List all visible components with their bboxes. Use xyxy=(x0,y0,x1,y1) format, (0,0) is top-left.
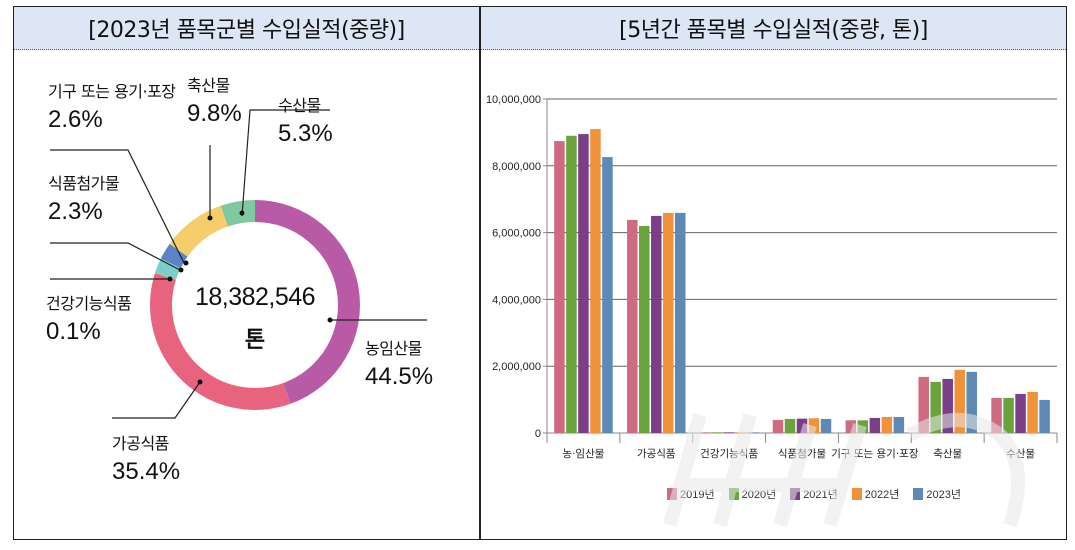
bar xyxy=(699,432,711,433)
bar xyxy=(747,432,759,433)
bar xyxy=(566,135,577,433)
svg-text:건강기능식품: 건강기능식품 xyxy=(700,448,758,460)
bar xyxy=(808,418,820,433)
bar xyxy=(627,219,638,433)
legend-swatch xyxy=(851,488,862,500)
bar xyxy=(1027,391,1038,433)
bar xyxy=(845,420,857,433)
bar xyxy=(893,416,905,433)
bar xyxy=(954,369,965,433)
bar xyxy=(820,418,832,433)
label-additives: 식품첨가물 2.3% xyxy=(48,174,120,225)
bar-chart: 0 2,000,000 4,000,000 6,000,000 8,000,000 10,… xyxy=(486,94,1058,460)
donut-chart xyxy=(50,109,427,419)
figure-frame xyxy=(13,6,1067,540)
bar xyxy=(881,416,893,433)
bar xyxy=(590,129,601,433)
legend-label: 2019년 xyxy=(680,489,715,501)
label-livestock: 축산물 9.8% xyxy=(187,76,242,127)
legend-item: 2019년 xyxy=(667,486,715,502)
bar xyxy=(1039,399,1050,433)
svg-text:기구 또는 용기·포장: 기구 또는 용기·포장 xyxy=(831,448,919,460)
donut-slice xyxy=(220,200,255,227)
bar xyxy=(918,376,929,433)
right-panel-title: [5년간 품목별 수입실적(중량, 톤)] xyxy=(481,7,1066,50)
bar xyxy=(675,212,686,433)
svg-text:2,000,000: 2,000,000 xyxy=(492,361,541,373)
bar xyxy=(735,432,747,433)
bar xyxy=(796,418,808,433)
legend-item: 2022년 xyxy=(851,486,900,502)
left-panel-title: [2023년 품목군별 수입실적(중량)] xyxy=(14,7,479,50)
panel-divider xyxy=(479,6,481,540)
bar xyxy=(930,381,941,433)
bar xyxy=(723,432,735,433)
donut-slice xyxy=(150,273,291,411)
svg-text:6,000,000: 6,000,000 xyxy=(492,228,541,240)
donut-slice xyxy=(255,200,360,404)
bar xyxy=(663,212,674,433)
bar xyxy=(578,134,589,433)
svg-text:가공식품: 가공식품 xyxy=(637,448,676,460)
legend-swatch xyxy=(667,488,677,500)
svg-text:0: 0 xyxy=(535,428,541,440)
donut-total-unit: 톤 xyxy=(244,328,266,353)
legend-swatch xyxy=(913,488,924,500)
label-processed-food: 가공식품 35.4% xyxy=(112,434,181,485)
bar xyxy=(966,371,977,433)
svg-text:8,000,000: 8,000,000 xyxy=(492,161,541,173)
legend-swatch xyxy=(728,488,739,500)
bar xyxy=(784,418,796,433)
bar xyxy=(554,141,565,434)
bar xyxy=(711,432,723,433)
svg-text:축산물: 축산물 xyxy=(933,448,962,460)
label-seafood: 수산물 5.3% xyxy=(278,96,333,147)
svg-text:4,000,000: 4,000,000 xyxy=(492,294,541,306)
bar xyxy=(602,157,613,433)
svg-text:농·임산물: 농·임산물 xyxy=(562,447,604,460)
legend-item: 2020년 xyxy=(728,486,777,502)
bar xyxy=(772,419,784,433)
label-health-food: 건강기능식품 0.1% xyxy=(46,294,132,345)
bar xyxy=(639,225,650,433)
bar-chart-legend: 2019년 2020년 2021년 2022년 2023년 xyxy=(667,486,961,502)
bar xyxy=(651,215,662,433)
bar xyxy=(857,420,869,433)
bar xyxy=(942,378,953,433)
donut-slice xyxy=(169,205,228,257)
bar xyxy=(869,417,881,433)
svg-text:수산물: 수산물 xyxy=(1006,448,1035,460)
legend-label: 2021년 xyxy=(803,489,838,501)
bar xyxy=(1003,397,1014,433)
legend-label: 2022년 xyxy=(864,489,900,501)
svg-text:10,000,000: 10,000,000 xyxy=(486,94,541,106)
donut-total-value: 18,382,546 xyxy=(194,283,316,311)
legend-item: 2021년 xyxy=(790,486,838,502)
legend-swatch xyxy=(790,488,801,500)
bar xyxy=(991,397,1002,433)
label-agri-forest: 농임산물 44.5% xyxy=(365,339,434,390)
legend-label: 2023년 xyxy=(926,489,961,501)
bar xyxy=(1015,393,1026,433)
label-packaging: 기구 또는 용기·포장 2.6% xyxy=(48,82,176,133)
donut-slice xyxy=(155,258,181,280)
donut-slice xyxy=(160,243,188,269)
legend-label: 2020년 xyxy=(741,489,777,501)
legend-item: 2023년 xyxy=(913,486,961,502)
svg-text:식품첨가물: 식품첨가물 xyxy=(778,448,827,460)
